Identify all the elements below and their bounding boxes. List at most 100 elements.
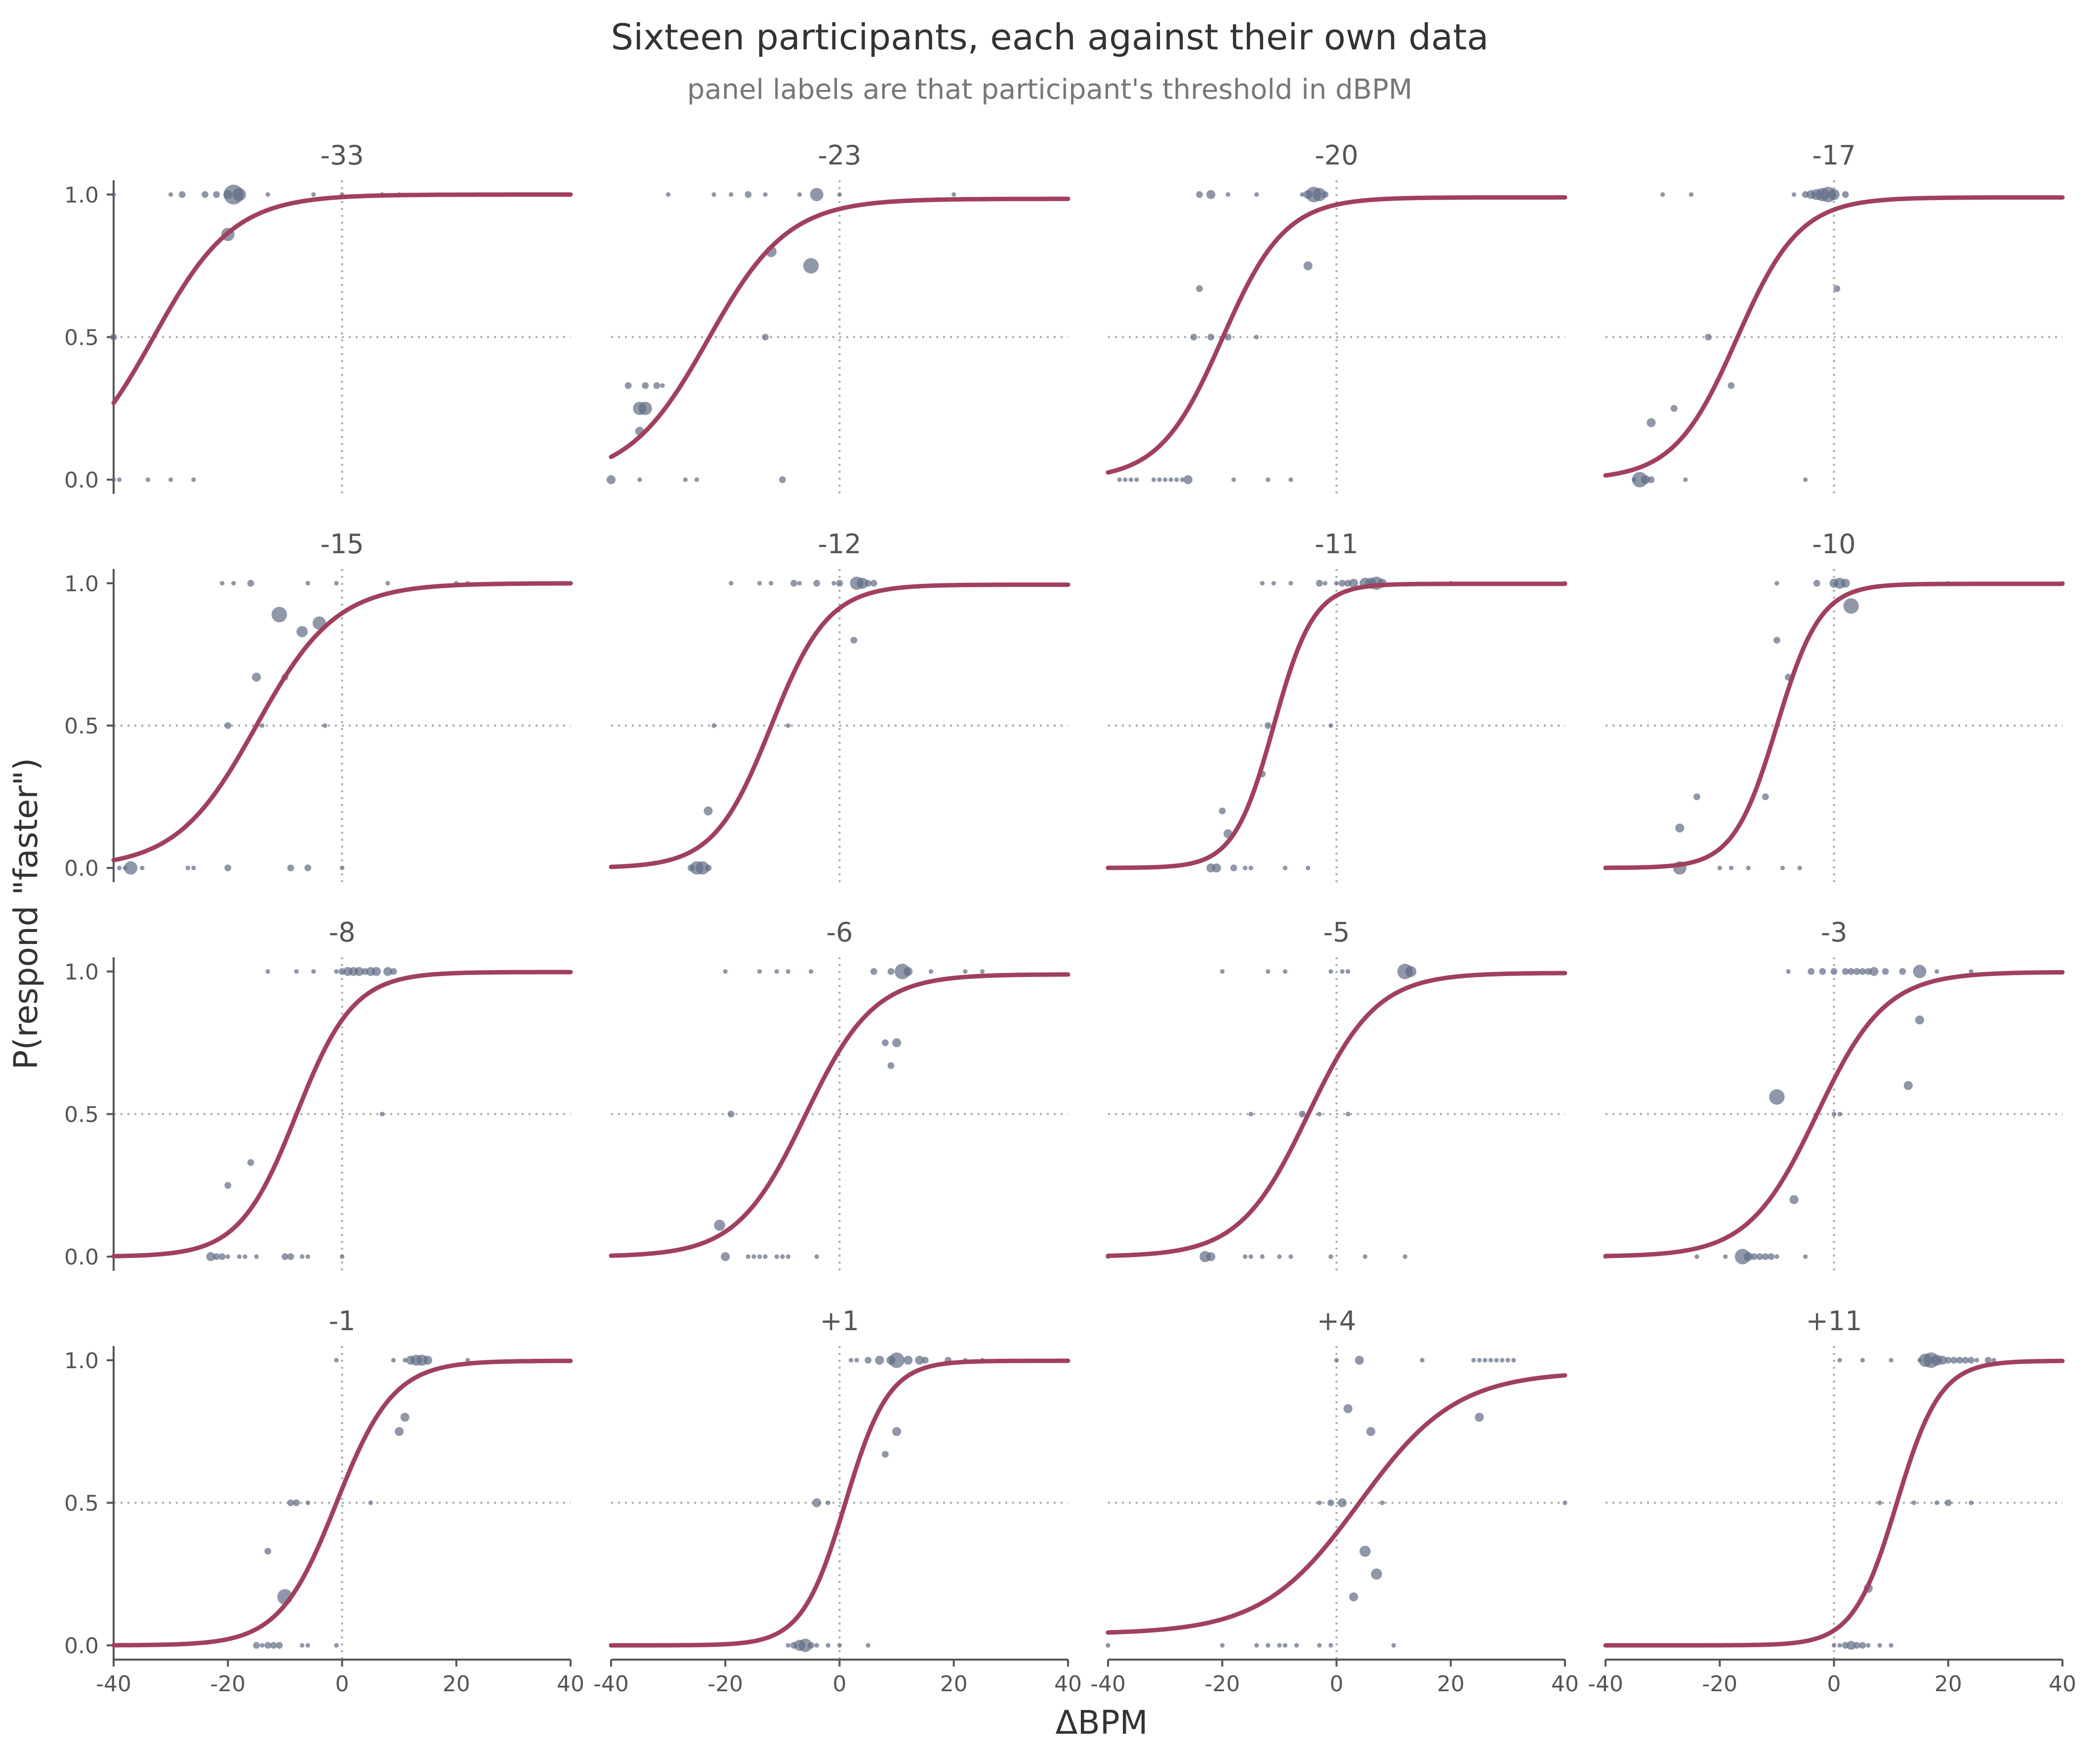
data-point: [1349, 578, 1359, 588]
data-point: [111, 477, 116, 482]
data-point: [723, 969, 728, 974]
data-point: [1224, 333, 1232, 341]
data-point: [287, 864, 294, 872]
data-point: [1950, 1356, 1958, 1364]
data-point: [785, 969, 791, 974]
data-point: [1294, 1643, 1299, 1648]
data-point: [1956, 1356, 1963, 1364]
panel-label: -10: [1812, 529, 1855, 560]
data-point: [178, 191, 186, 198]
data-point: [293, 1499, 300, 1506]
x-tick-label: 0: [1330, 1671, 1344, 1697]
data-point: [1773, 637, 1780, 644]
data-point: [1359, 1546, 1371, 1557]
data-point: [922, 1356, 929, 1364]
y-axis-label: P(respond "faster"): [7, 758, 45, 1069]
data-point: [696, 861, 709, 875]
x-tick-label: -20: [1702, 1671, 1737, 1697]
data-point: [1847, 1641, 1856, 1650]
data-point: [355, 967, 364, 976]
data-point: [1693, 793, 1700, 800]
data-point: [1797, 865, 1802, 870]
data-point: [1837, 1643, 1842, 1648]
data-point: [1848, 968, 1855, 975]
data-point: [202, 191, 208, 198]
data-point: [1841, 578, 1850, 588]
panel: -3: [1603, 917, 2065, 1271]
data-point: [1254, 334, 1259, 340]
data-point: [1196, 191, 1203, 198]
fit-curve: [1106, 1373, 1567, 1635]
data-point: [311, 969, 316, 974]
data-point: [825, 1500, 831, 1506]
data-point: [334, 1358, 339, 1363]
data-point: [980, 969, 985, 974]
panel: -20: [1106, 140, 1567, 494]
data-point: [703, 806, 713, 816]
data-point: [797, 581, 802, 586]
data-point: [1264, 722, 1272, 729]
data-point: [606, 475, 616, 485]
data-point: [264, 1642, 272, 1649]
data-point: [1774, 581, 1779, 586]
data-point: [191, 865, 196, 870]
fit-curve: [111, 970, 573, 1259]
x-tick-label: -20: [707, 1671, 743, 1697]
data-point: [1944, 1356, 1952, 1364]
data-point: [1128, 477, 1133, 482]
data-point: [1968, 1356, 1975, 1364]
data-point: [729, 581, 734, 586]
fit-curve: [1106, 195, 1567, 475]
panel-label: +1: [820, 1305, 860, 1337]
x-tick-label: -20: [1204, 1671, 1240, 1697]
data-point: [145, 477, 151, 482]
data-point: [218, 1253, 226, 1261]
data-point: [168, 477, 173, 482]
data-point: [704, 864, 712, 872]
data-point: [1511, 1358, 1516, 1363]
y-tick-label: 0.5: [64, 714, 99, 739]
data-point: [1322, 581, 1328, 586]
panel-label: -1: [329, 1305, 356, 1337]
data-point: [797, 192, 802, 197]
data-point: [814, 1643, 819, 1648]
x-axis-label: ΔBPM: [1055, 1704, 1148, 1742]
data-point: [395, 1427, 404, 1436]
data-point: [287, 1253, 294, 1261]
data-point: [1889, 1643, 1894, 1648]
data-point: [808, 969, 814, 974]
data-point: [1934, 969, 1939, 974]
data-point: [1903, 1081, 1913, 1090]
data-point: [1196, 285, 1203, 292]
data-point: [1842, 968, 1849, 975]
data-point: [213, 1253, 220, 1261]
data-point: [1230, 864, 1237, 872]
data-point: [1328, 969, 1333, 974]
data-point: [224, 722, 232, 729]
data-point: [1266, 1643, 1271, 1648]
data-point: [334, 581, 339, 586]
data-point: [1117, 477, 1122, 482]
data-point: [1563, 1500, 1567, 1506]
data-point: [837, 1643, 842, 1648]
data-point: [1206, 1252, 1216, 1262]
data-point: [270, 1642, 277, 1649]
data-point: [1343, 1404, 1353, 1414]
y-tick-label: 1.0: [64, 571, 99, 597]
data-point: [744, 191, 752, 198]
data-point: [1207, 333, 1215, 341]
data-point: [390, 968, 397, 975]
x-tick-label: 20: [1935, 1671, 1962, 1697]
panel-label: -15: [320, 529, 364, 560]
data-point: [1254, 1643, 1259, 1648]
data-point: [757, 1254, 762, 1259]
data-point: [254, 1254, 259, 1259]
data-point: [383, 967, 393, 976]
data-point: [642, 382, 649, 389]
panel-label: -23: [818, 140, 861, 171]
data-point: [1877, 1500, 1882, 1506]
data-point: [1974, 1358, 1979, 1363]
data-point: [850, 637, 858, 644]
data-point: [774, 969, 780, 974]
data-point: [1157, 477, 1162, 482]
